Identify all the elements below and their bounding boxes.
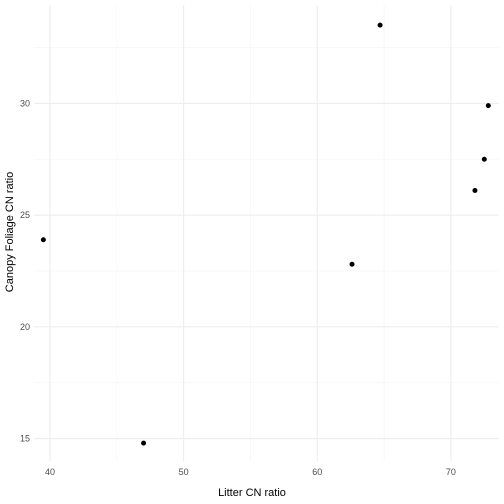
data-point [141,440,147,446]
x-axis-ticks: 40 50 60 70 [45,467,456,477]
data-points [40,22,491,446]
data-point [481,156,487,162]
y-tick-label: 25 [20,210,30,220]
data-point [377,22,383,28]
data-point [40,237,46,243]
y-tick-label: 30 [20,98,30,108]
x-axis-title: Litter CN ratio [218,487,286,499]
x-tick-label: 40 [45,467,55,477]
data-point [485,103,491,109]
x-tick-label: 70 [446,467,456,477]
major-gridlines [34,5,499,461]
y-tick-label: 15 [20,434,30,444]
minor-gridlines [34,5,499,461]
y-axis-ticks: 15 20 25 30 [20,98,30,443]
data-point [349,261,355,267]
y-axis-title: Canopy Foliage CN ratio [4,172,16,292]
x-tick-label: 50 [179,467,189,477]
data-point [472,188,478,194]
x-tick-label: 60 [312,467,322,477]
y-tick-label: 20 [20,322,30,332]
